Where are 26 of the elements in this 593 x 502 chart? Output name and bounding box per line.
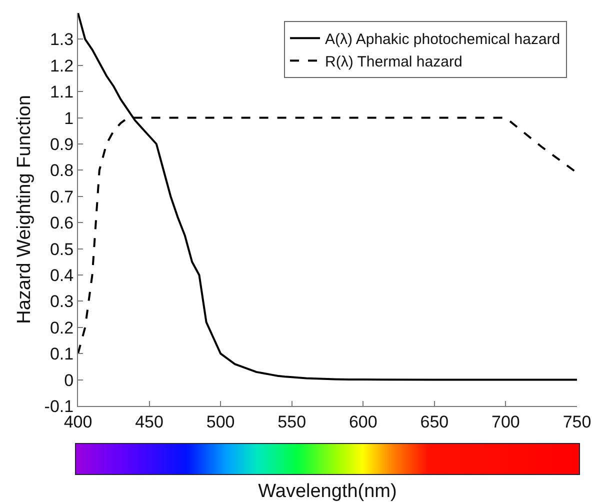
y-tick-label: 0.5 xyxy=(50,240,74,259)
y-tick-label: 1.3 xyxy=(50,30,74,50)
y-tick-label: 0.3 xyxy=(50,292,74,312)
x-tick-label: 650 xyxy=(420,412,449,432)
legend-label: R(λ) Thermal hazard xyxy=(325,53,462,70)
y-tick-label: 0.2 xyxy=(50,318,74,338)
y-tick-label: 0.7 xyxy=(50,187,74,206)
y-tick-label: 0.6 xyxy=(50,214,74,233)
y-tick-label: 0.9 xyxy=(50,134,74,154)
y-tick-label: 0.1 xyxy=(50,344,74,364)
x-tick-label: 550 xyxy=(278,412,306,432)
y-tick-label: 1.2 xyxy=(50,56,74,76)
legend-label: A(λ) Aphakic photochemical hazard xyxy=(325,30,560,48)
y-tick-label: 1 xyxy=(64,108,74,128)
y-tick-label: 1.1 xyxy=(50,82,74,102)
x-tick-label: 600 xyxy=(348,412,378,432)
x-tick-label: 750 xyxy=(562,412,592,432)
y-tick-label: 0.4 xyxy=(50,266,74,285)
y-tick-label: 0.8 xyxy=(50,161,74,180)
y-axis-title: Hazard Weighting Function xyxy=(14,95,36,324)
x-tick-label: 700 xyxy=(492,412,520,432)
x-tick-label: 450 xyxy=(135,412,164,432)
line-series xyxy=(78,13,577,381)
x-axis-title: Wavelength(nm) xyxy=(258,481,397,502)
x-tick-label: 500 xyxy=(206,412,235,432)
y-tick-label: 0 xyxy=(64,370,74,390)
